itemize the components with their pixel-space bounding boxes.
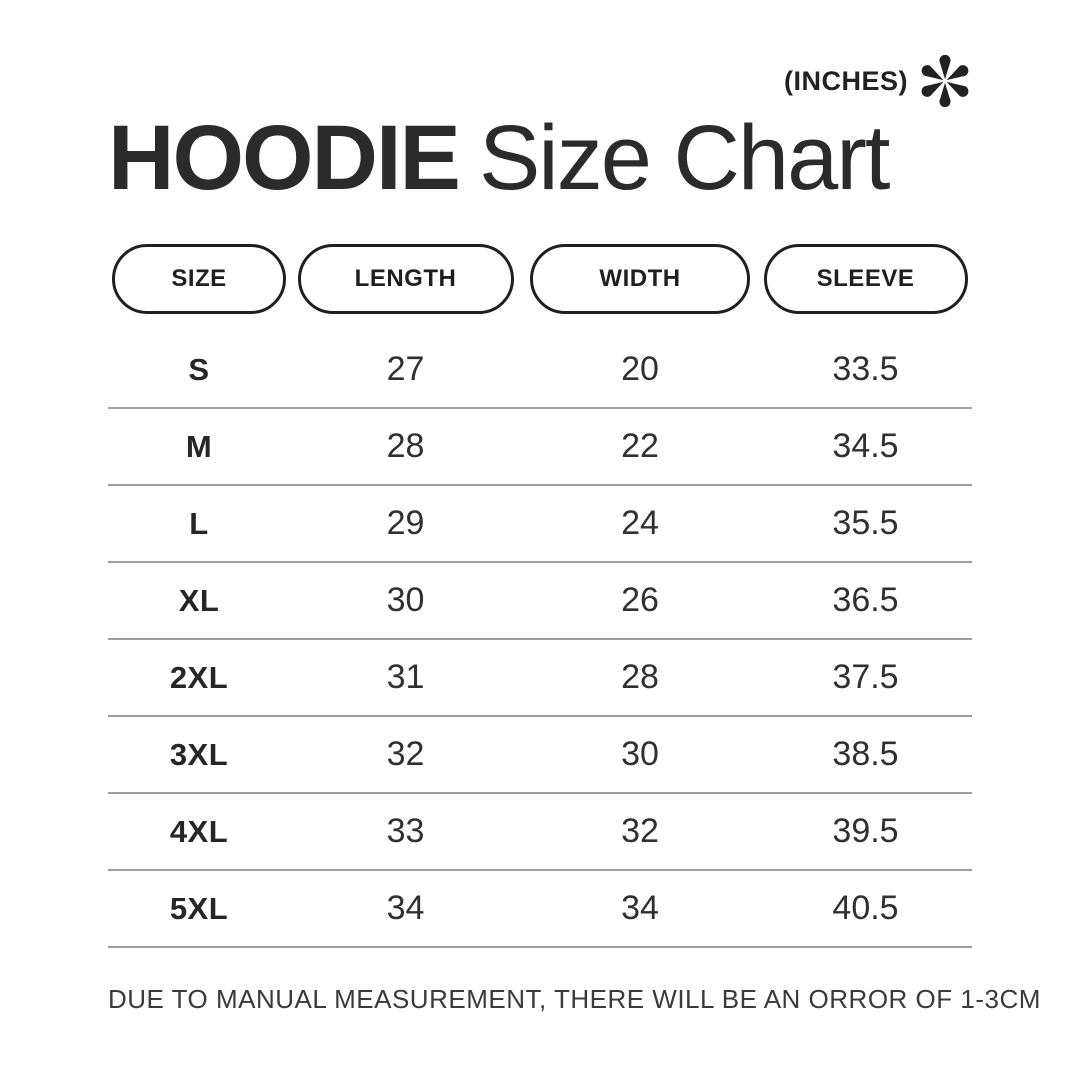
length-value: 27 <box>386 350 425 388</box>
row-size-label: 2XL <box>169 659 229 695</box>
measurement-note: DUE TO MANUAL MEASUREMENT, THERE WILL BE… <box>108 984 1041 1014</box>
units-label: (INCHES) <box>784 65 908 96</box>
width-value: 26 <box>621 581 659 619</box>
title-secondary: Size Chart <box>478 107 890 209</box>
sleeve-value: 37.5 <box>832 658 899 696</box>
width-value: 20 <box>621 350 659 388</box>
length-value: 34 <box>386 889 425 927</box>
length-value: 31 <box>386 658 425 696</box>
size-table: S 27 20 33.5 M 28 22 34.5 L 29 24 35.5 X… <box>108 332 972 948</box>
length-value: 30 <box>386 581 425 619</box>
column-header-row: SIZE LENGTH WIDTH SLEEVE <box>108 244 972 314</box>
row-size-label: S <box>188 351 210 387</box>
table-row: L 29 24 35.5 <box>108 486 972 563</box>
sleeve-value: 35.5 <box>832 504 899 542</box>
sleeve-value: 39.5 <box>832 812 899 850</box>
asterisk-icon <box>921 54 969 108</box>
row-size-label: 5XL <box>169 890 229 926</box>
table-row: 5XL 34 34 40.5 <box>108 871 972 948</box>
table-row: M 28 22 34.5 <box>108 409 972 486</box>
table-row: S 27 20 33.5 <box>108 332 972 409</box>
table-row: 4XL 33 32 39.5 <box>108 794 972 871</box>
sleeve-value: 33.5 <box>832 350 899 388</box>
sleeve-value: 34.5 <box>832 427 899 465</box>
page-title: HOODIE Size Chart <box>108 112 972 204</box>
width-value: 32 <box>621 812 659 850</box>
sleeve-value: 38.5 <box>832 735 899 773</box>
table-row: 3XL 32 30 38.5 <box>108 717 972 794</box>
length-value: 32 <box>386 735 425 773</box>
column-pill-sleeve: SLEEVE <box>763 244 968 314</box>
width-value: 28 <box>621 658 659 696</box>
width-value: 34 <box>621 889 659 927</box>
length-value: 33 <box>386 812 425 850</box>
column-pill-width: WIDTH <box>530 244 750 314</box>
width-value: 24 <box>621 504 659 542</box>
row-size-label: 3XL <box>169 736 229 772</box>
length-value: 28 <box>386 427 425 465</box>
units-row: (INCHES) <box>108 0 972 112</box>
row-size-label: XL <box>178 582 220 618</box>
table-row: 2XL 31 28 37.5 <box>108 640 972 717</box>
width-value: 30 <box>621 735 659 773</box>
column-pill-length: LENGTH <box>297 244 514 314</box>
sleeve-value: 40.5 <box>832 889 899 927</box>
row-size-label: M <box>185 428 213 464</box>
row-size-label: L <box>189 505 209 541</box>
table-row: XL 30 26 36.5 <box>108 563 972 640</box>
length-value: 29 <box>386 504 425 542</box>
sleeve-value: 36.5 <box>832 581 899 619</box>
width-value: 22 <box>621 427 659 465</box>
column-pill-size: SIZE <box>112 244 286 314</box>
title-primary: HOODIE <box>108 107 461 209</box>
row-size-label: 4XL <box>169 813 229 849</box>
